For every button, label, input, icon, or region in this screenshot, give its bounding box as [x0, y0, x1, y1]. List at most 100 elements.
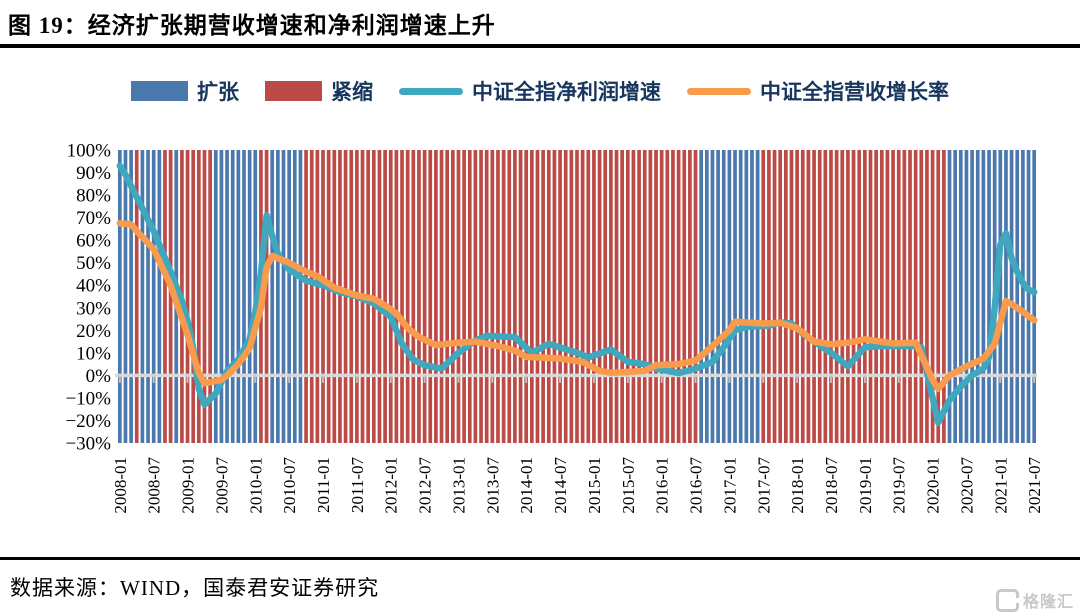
- regime-bar: [625, 150, 630, 443]
- regime-bar: [196, 150, 201, 443]
- regime-bar: [185, 150, 190, 443]
- y-axis-label: 10%: [76, 343, 111, 364]
- regime-bar: [829, 150, 833, 443]
- regime-bar: [292, 150, 297, 443]
- regime-bar: [981, 150, 986, 443]
- y-axis-label: 20%: [76, 321, 111, 342]
- x-axis-tick: [728, 375, 731, 383]
- regime-bar: [462, 150, 466, 443]
- regime-bar: [772, 150, 777, 443]
- regime-bar: [422, 150, 427, 443]
- regime-bar: [524, 150, 529, 443]
- regime-bar: [733, 150, 737, 443]
- regime-bar: [163, 150, 167, 443]
- y-axis-label: 70%: [76, 208, 111, 229]
- regime-bar: [518, 150, 523, 443]
- regime-bar: [490, 150, 495, 443]
- regime-bar: [823, 150, 828, 443]
- regime-bar: [631, 150, 636, 443]
- x-axis-tick: [559, 375, 562, 383]
- regime-bar: [654, 150, 658, 443]
- regime-bar: [1015, 150, 1020, 443]
- regime-bar: [479, 150, 483, 443]
- x-axis-label: 2019-07: [890, 457, 909, 514]
- y-axis-label: −20%: [65, 411, 111, 432]
- regime-bar: [778, 150, 783, 443]
- x-axis-tick: [322, 375, 325, 383]
- regime-bar: [840, 150, 845, 443]
- regime-bar: [942, 150, 946, 443]
- x-axis-tick: [999, 375, 1002, 383]
- x-axis-label: 2021-07: [1025, 457, 1044, 514]
- regime-bar: [264, 150, 269, 443]
- regime-bar: [315, 150, 320, 443]
- regime-bar: [388, 150, 393, 443]
- x-axis-tick: [796, 375, 799, 383]
- regime-bar: [665, 150, 670, 443]
- x-axis-label: 2015-01: [585, 457, 604, 514]
- x-axis-tick: [423, 375, 426, 383]
- x-axis-tick: [457, 375, 460, 383]
- chart-legend: 扩张 紧缩 中证全指净利润增速 中证全指营收增长率: [0, 76, 1080, 106]
- regime-bar: [964, 150, 969, 443]
- regime-bar: [868, 150, 873, 443]
- regime-bar: [1009, 150, 1014, 443]
- regime-bar: [936, 150, 941, 443]
- regime-bar: [688, 150, 692, 443]
- regime-bar: [168, 150, 173, 443]
- regime-bar: [958, 150, 963, 443]
- regime-bar: [902, 150, 907, 443]
- regime-bar: [975, 150, 980, 443]
- regime-bar: [800, 150, 805, 443]
- x-axis-label: 2013-01: [449, 457, 468, 514]
- x-axis-label: 2018-01: [788, 457, 807, 514]
- regime-bar: [225, 150, 229, 443]
- x-axis-tick: [829, 375, 832, 383]
- regime-bar: [659, 150, 664, 443]
- regime-bar: [134, 150, 139, 443]
- regime-bar: [620, 150, 624, 443]
- x-axis-label: 2011-01: [314, 457, 333, 513]
- x-axis-label: 2020-07: [957, 457, 976, 514]
- x-axis-tick: [626, 375, 629, 383]
- regime-bar: [586, 150, 591, 443]
- regime-bar: [879, 150, 884, 443]
- x-axis-label: 2014-07: [551, 457, 570, 514]
- x-axis-tick: [1033, 375, 1036, 383]
- y-axis-label: 80%: [76, 186, 111, 207]
- regime-bar: [919, 150, 924, 443]
- x-axis-tick: [863, 375, 866, 383]
- regime-bar: [400, 150, 404, 443]
- x-axis-label: 2017-01: [720, 457, 739, 514]
- regime-bar: [874, 150, 878, 443]
- regime-bar: [405, 150, 410, 443]
- regime-bar: [417, 150, 421, 443]
- regime-bar: [439, 150, 444, 443]
- y-axis-label: 40%: [76, 276, 111, 297]
- regime-bar: [671, 150, 675, 443]
- regime-bar: [834, 150, 839, 443]
- regime-bar: [642, 150, 647, 443]
- x-axis-label: 2016-07: [687, 457, 706, 514]
- x-axis-label: 2008-01: [111, 457, 130, 514]
- regime-bar: [896, 150, 901, 443]
- regime-bar: [609, 150, 613, 443]
- regime-bar: [699, 150, 704, 443]
- regime-bar: [321, 150, 325, 443]
- x-axis-tick: [897, 375, 900, 383]
- data-source: 数据来源：WIND，国泰君安证券研究: [10, 576, 380, 600]
- regime-bar: [281, 150, 286, 443]
- x-axis-label: 2012-07: [416, 457, 435, 514]
- regime-bar: [377, 150, 382, 443]
- regime-bar: [496, 150, 500, 443]
- regime-bar: [456, 150, 461, 443]
- contraction-swatch: [265, 81, 322, 101]
- regime-bar: [569, 150, 574, 443]
- regime-bar: [394, 150, 399, 443]
- x-axis-label: 2011-07: [348, 457, 367, 514]
- regime-bar: [129, 150, 133, 443]
- regime-bar: [219, 150, 224, 443]
- y-axis-label: 100%: [67, 141, 112, 162]
- regime-bar: [157, 150, 162, 443]
